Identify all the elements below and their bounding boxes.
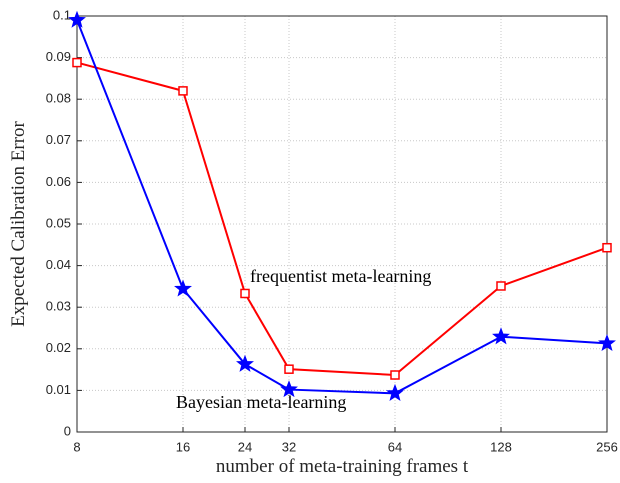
square-marker — [602, 242, 612, 253]
y-tick-label: 0.01 — [46, 382, 71, 397]
y-tick-label: 0.06 — [46, 174, 71, 189]
star-marker — [68, 10, 86, 28]
x-tick-label: 24 — [238, 439, 252, 454]
series-annotation: Bayesian meta-learning — [176, 392, 346, 412]
star-marker — [174, 279, 192, 297]
x-tick-label: 128 — [490, 439, 512, 454]
y-tick-label: 0.1 — [53, 7, 71, 22]
y-tick-label: 0.02 — [46, 340, 71, 355]
x-axis-label: number of meta-training frames t — [216, 456, 469, 477]
star-marker — [598, 333, 616, 352]
square-marker — [284, 364, 294, 374]
y-axis-label: Expected Calibration Error — [8, 120, 29, 326]
y-tick-label: 0.05 — [46, 215, 71, 230]
y-tick-label: 0.03 — [46, 299, 71, 314]
star-marker — [386, 383, 404, 401]
star-marker — [280, 380, 298, 398]
x-tick-label: 256 — [596, 439, 618, 454]
plot-frame — [76, 15, 608, 433]
star-marker — [492, 327, 510, 345]
square-marker — [72, 57, 82, 68]
x-tick-label: 8 — [73, 439, 80, 454]
x-tick-label: 16 — [176, 439, 190, 454]
series-annotation: frequentist meta-learning — [250, 266, 431, 286]
y-tick-label: 0 — [64, 423, 71, 438]
x-tick-label: 64 — [388, 439, 402, 454]
x-tick-label: 32 — [282, 439, 296, 454]
y-tick-label: 0.08 — [46, 91, 71, 106]
star-marker — [236, 354, 254, 372]
square-marker — [390, 370, 400, 380]
y-tick-label: 0.09 — [46, 49, 71, 64]
square-marker — [496, 281, 506, 291]
square-marker — [178, 86, 188, 96]
y-tick-label: 0.04 — [46, 257, 71, 272]
y-tick-label: 0.07 — [46, 132, 71, 147]
square-marker — [240, 288, 250, 299]
